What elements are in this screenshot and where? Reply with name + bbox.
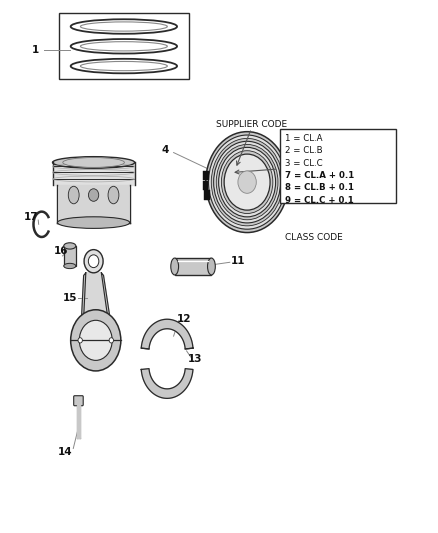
Text: 17: 17: [24, 213, 38, 222]
Polygon shape: [141, 319, 193, 349]
Ellipse shape: [224, 154, 270, 210]
FancyBboxPatch shape: [74, 395, 83, 406]
Ellipse shape: [206, 132, 289, 232]
Text: SUPPLIER CODE: SUPPLIER CODE: [216, 119, 287, 128]
Text: 11: 11: [231, 256, 246, 266]
Circle shape: [78, 338, 82, 343]
Circle shape: [79, 320, 112, 360]
Bar: [59, 13, 189, 79]
Ellipse shape: [64, 243, 76, 249]
Bar: [175, 258, 212, 275]
Ellipse shape: [214, 141, 281, 223]
Bar: [279, 130, 396, 203]
Text: 2 = CL.B: 2 = CL.B: [285, 147, 322, 156]
Text: 4: 4: [161, 146, 169, 156]
Polygon shape: [101, 273, 110, 318]
Polygon shape: [81, 273, 86, 318]
Ellipse shape: [208, 258, 215, 275]
Polygon shape: [77, 405, 80, 438]
Text: 9 = CL.C + 0.1: 9 = CL.C + 0.1: [285, 196, 353, 205]
Circle shape: [109, 338, 113, 343]
Ellipse shape: [221, 151, 273, 214]
Text: 12: 12: [177, 314, 192, 324]
Text: 7 = CL.A + 0.1: 7 = CL.A + 0.1: [285, 171, 354, 180]
Bar: [203, 171, 209, 180]
Text: 14: 14: [58, 447, 73, 457]
Text: 3 = CL.C: 3 = CL.C: [285, 159, 322, 168]
Ellipse shape: [64, 263, 76, 269]
Text: 16: 16: [54, 246, 68, 256]
Ellipse shape: [171, 258, 179, 275]
Ellipse shape: [68, 186, 79, 204]
Bar: [64, 246, 76, 266]
Circle shape: [71, 310, 121, 371]
Polygon shape: [53, 163, 134, 185]
Ellipse shape: [108, 186, 119, 204]
Bar: [204, 190, 209, 199]
Polygon shape: [57, 185, 130, 223]
Bar: [203, 181, 208, 190]
Text: CLASS CODE: CLASS CODE: [285, 233, 343, 242]
Text: 1 = CL.A: 1 = CL.A: [285, 134, 322, 143]
Polygon shape: [141, 369, 193, 398]
Text: 13: 13: [188, 354, 202, 364]
Text: 15: 15: [63, 293, 77, 303]
Ellipse shape: [219, 147, 276, 217]
Ellipse shape: [211, 139, 283, 226]
Ellipse shape: [53, 157, 134, 168]
Ellipse shape: [208, 135, 286, 229]
Circle shape: [84, 249, 103, 273]
Ellipse shape: [57, 217, 130, 229]
Ellipse shape: [63, 158, 124, 167]
Text: 8 = CL.B + 0.1: 8 = CL.B + 0.1: [285, 183, 354, 192]
Text: 1: 1: [32, 45, 39, 55]
Ellipse shape: [238, 171, 256, 193]
Circle shape: [88, 255, 99, 268]
Polygon shape: [84, 273, 108, 318]
Ellipse shape: [88, 189, 99, 201]
Ellipse shape: [216, 144, 278, 220]
